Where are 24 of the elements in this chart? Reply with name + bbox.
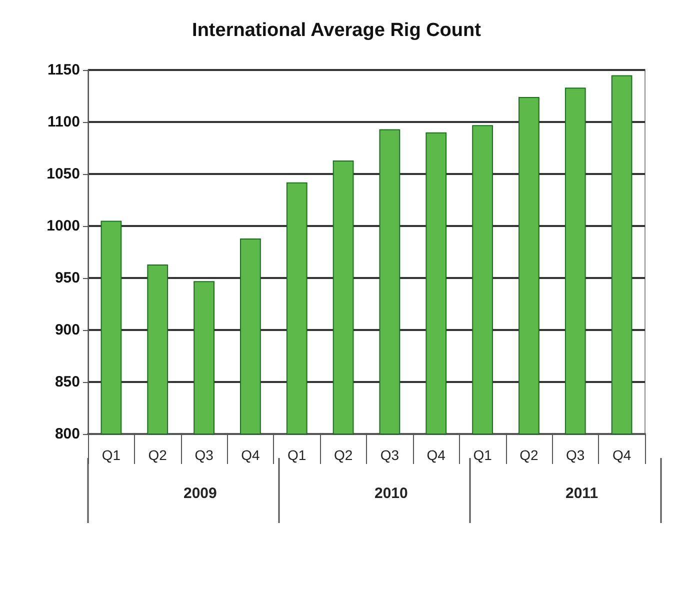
y-tick-label: 1150 [47,62,80,78]
x-tick-label: Q2 [148,447,168,463]
x-tick-label: Q2 [334,447,353,463]
x-tick-label: Q3 [566,447,585,463]
x-tick-label: Q1 [102,447,121,463]
y-tick-label: 850 [54,374,80,390]
y-tick-label: 800 [54,426,80,442]
text: 2011 [566,485,598,502]
x-tick-label: Q4 [612,447,632,463]
x-tick-label: Q2 [520,447,539,463]
x-tick-label: Q1 [288,447,306,463]
x-tick-label: Q4 [426,447,446,463]
chart-title: International Average Rig Count [192,20,482,41]
x-tick-label: Q3 [194,447,214,463]
x-tick-label: Q3 [380,447,400,463]
y-tick-label: 1050 [46,166,80,182]
x-tick-label: Q1 [473,447,492,463]
text: 2010 [374,485,408,502]
text: 2009 [184,485,217,502]
y-tick-label: 1000 [46,218,80,234]
y-tick-label: 950 [54,270,80,286]
x-tick-label: Q4 [241,447,260,463]
y-tick-label: 1100 [47,114,80,130]
y-tick-label: 900 [54,322,80,338]
